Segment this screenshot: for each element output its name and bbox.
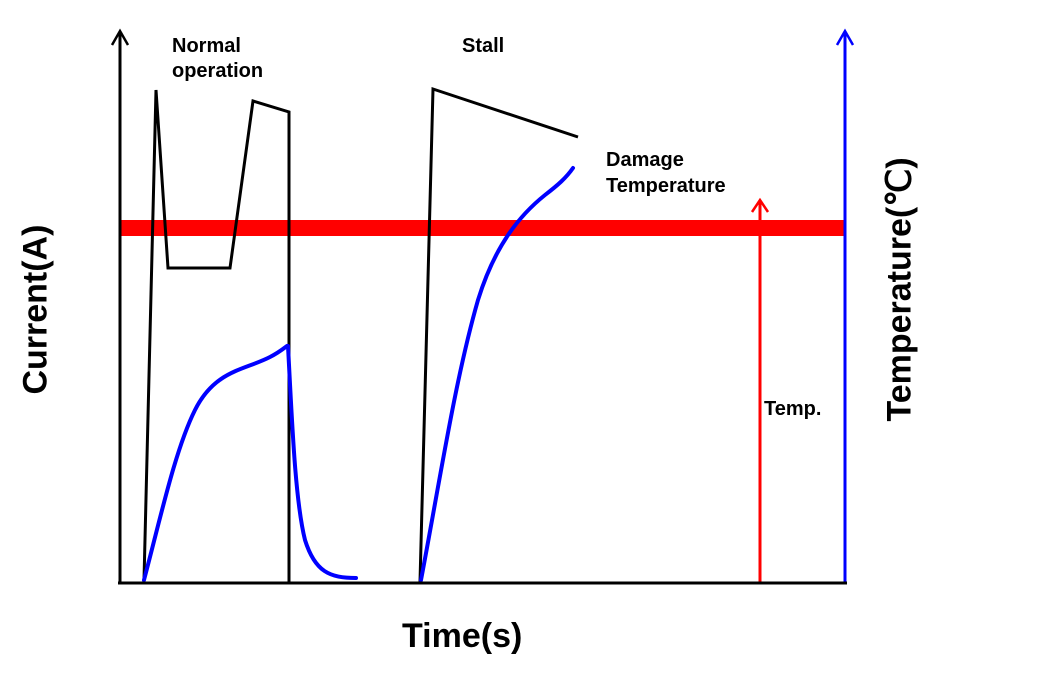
normal-operation-label-line2: operation [172, 60, 264, 82]
right-axis-arrow-icon [835, 28, 855, 46]
right-y-axis-title: Temperature(℃) [880, 157, 919, 422]
temperature-cooldown-curve [286, 344, 358, 580]
temperature-stall-curve [419, 166, 575, 582]
damage-temperature-label-line1: Damage [606, 149, 684, 171]
current-normal-line [142, 89, 291, 582]
damage-temperature-label-line2: Temperature [606, 175, 726, 197]
current-stall-line [418, 86, 579, 583]
left-y-axis-title: Current(A) [16, 224, 55, 395]
temp-arrow-head [750, 197, 770, 213]
temp-label: Temp. [764, 398, 822, 420]
x-axis-title: Time(s) [402, 617, 523, 655]
damage-temperature-band [120, 220, 846, 236]
temperature-normal-curve [142, 344, 289, 582]
normal-operation-label-line1: Normal [172, 35, 241, 57]
stall-label: Stall [462, 35, 505, 57]
left-axis-arrow-icon [110, 28, 130, 46]
